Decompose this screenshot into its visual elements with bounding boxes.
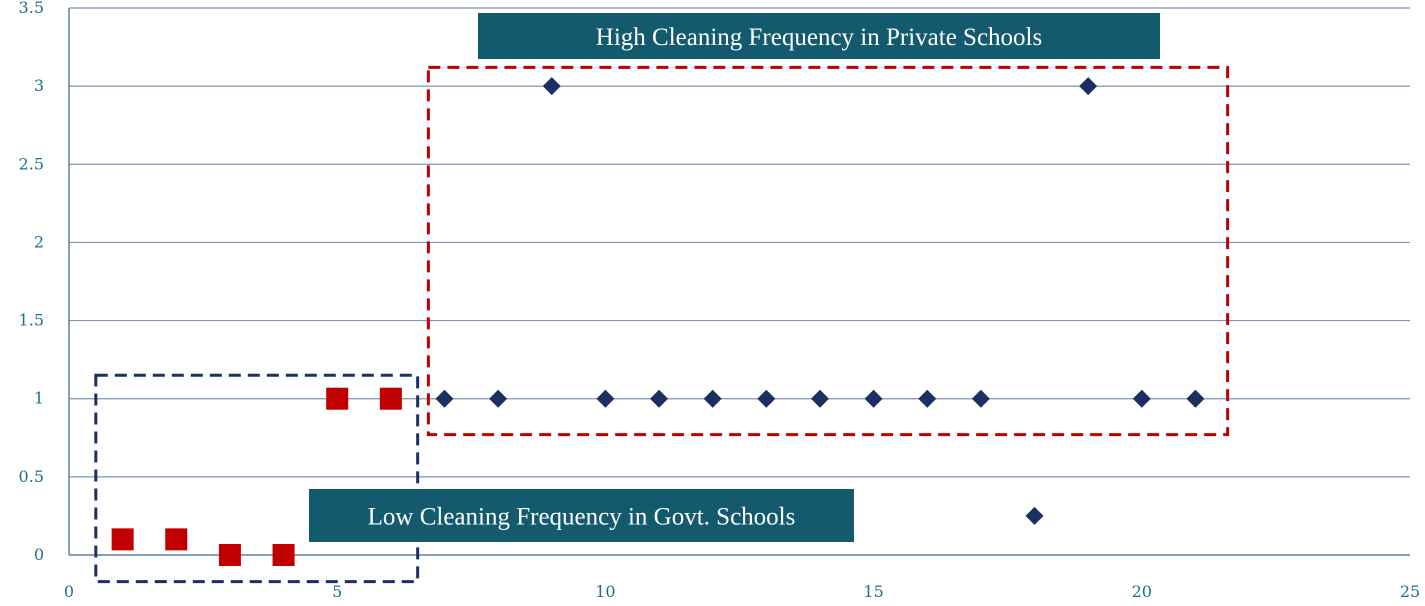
point-diamond [435,389,454,408]
callout-private-text: High Cleaning Frequency in Private Schoo… [596,24,1042,51]
region-govt [94,373,420,584]
point-square [165,528,188,551]
y-tick-label: 2 [34,232,44,251]
axes [68,8,1410,556]
y-tick-label: 2.5 [19,154,44,173]
point-diamond [489,389,508,408]
y-tick-label: 1.5 [19,311,44,330]
y-tick-label: 1 [34,389,44,408]
callout-govt-box [309,489,854,542]
point-square [111,528,134,551]
point-diamond [1186,389,1205,408]
point-diamond [542,77,561,96]
point-square [218,544,241,566]
point-diamond [918,389,937,408]
point-diamond [596,389,615,408]
region-private [426,65,1230,437]
point-diamond [703,389,722,408]
point-diamond [864,389,883,408]
point-diamond [757,389,776,408]
x-tick-label: 20 [1132,582,1152,601]
point-square [272,544,295,566]
callout-govt-text: Low Cleaning Frequency in Govt. Schools [368,504,796,531]
point-diamond [1079,77,1098,96]
x-tick-label: 15 [863,582,883,601]
highlight-regions [94,65,1230,584]
callouts: High Cleaning Frequency in Private Schoo… [309,13,1160,542]
y-tick-label: 0 [34,545,44,564]
tick-labels: 0 0.5 1 1.5 2 2.5 3 3.5 0 5 10 15 20 25 [19,0,1421,601]
callout-private-box [478,13,1160,59]
data-points [111,77,1205,566]
x-tick-label: 25 [1400,582,1420,601]
x-tick-label: 10 [595,582,615,601]
y-tick-label: 3 [34,76,44,95]
point-diamond [650,389,669,408]
y-tick-label: 0.5 [19,467,44,486]
point-diamond [1025,506,1044,525]
point-diamond [810,389,829,408]
grid-lines [69,7,1410,478]
x-tick-label: 5 [332,582,342,601]
point-square [379,387,402,410]
point-diamond [971,389,990,408]
x-tick-label: 0 [64,582,74,601]
point-diamond [1132,389,1151,408]
point-square [326,387,349,410]
y-tick-label: 3.5 [19,0,44,17]
